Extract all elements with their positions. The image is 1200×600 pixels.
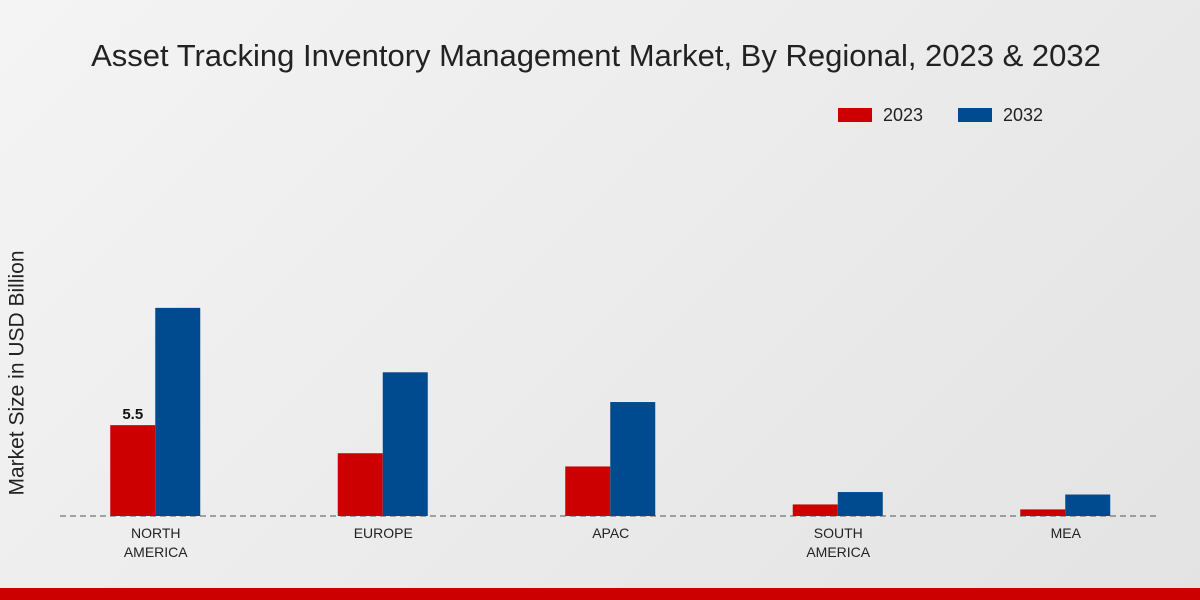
bar: [565, 466, 611, 516]
legend-label: 2032: [1003, 105, 1043, 125]
x-tick-label: EUROPE: [353, 525, 413, 541]
bar: [110, 425, 156, 516]
footer-bar: [0, 588, 1200, 600]
data-label: 5.5: [122, 406, 143, 423]
bar: [155, 307, 201, 516]
legend-swatch: [958, 108, 992, 122]
legend-swatch: [838, 108, 872, 122]
bar: [382, 372, 428, 516]
bar: [792, 504, 838, 516]
legend-label: 2023: [883, 105, 923, 125]
y-axis-label: Market Size in USD Billion: [6, 250, 29, 495]
chart-title: Asset Tracking Inventory Management Mark…: [91, 38, 1101, 73]
x-tick-label: SOUTH AMERICA: [806, 525, 871, 560]
bar: [1020, 509, 1066, 516]
bar: [837, 492, 883, 516]
x-tick-label: NORTH AMERICA: [123, 525, 188, 560]
bar: [610, 402, 656, 516]
x-tick-label: APAC: [592, 525, 630, 541]
bar: [337, 453, 383, 516]
bar: [1065, 494, 1111, 516]
x-tick-label: MEA: [1050, 525, 1081, 541]
